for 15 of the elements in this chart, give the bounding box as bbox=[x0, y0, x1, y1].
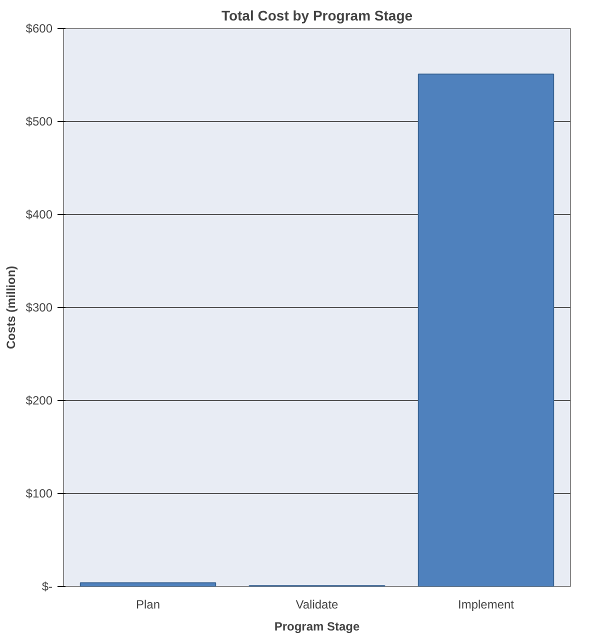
x-tick-label: Implement bbox=[458, 598, 515, 612]
y-tick-label: $200 bbox=[26, 394, 53, 408]
y-tick-label: $100 bbox=[26, 486, 53, 500]
y-tick-label: $600 bbox=[26, 22, 53, 36]
chart-title: Total Cost by Program Stage bbox=[221, 8, 413, 24]
x-axis-title: Program Stage bbox=[274, 620, 360, 634]
bar bbox=[418, 74, 554, 586]
y-tick-label: $500 bbox=[26, 114, 53, 128]
x-tick-label: Plan bbox=[136, 598, 160, 612]
x-tick-label: Validate bbox=[296, 598, 339, 612]
bar bbox=[80, 582, 216, 586]
y-axis-title: Costs (million) bbox=[4, 266, 18, 350]
y-tick-label: $300 bbox=[26, 300, 53, 314]
y-tick-label: $400 bbox=[26, 208, 53, 222]
y-tick-label: $- bbox=[42, 580, 53, 594]
